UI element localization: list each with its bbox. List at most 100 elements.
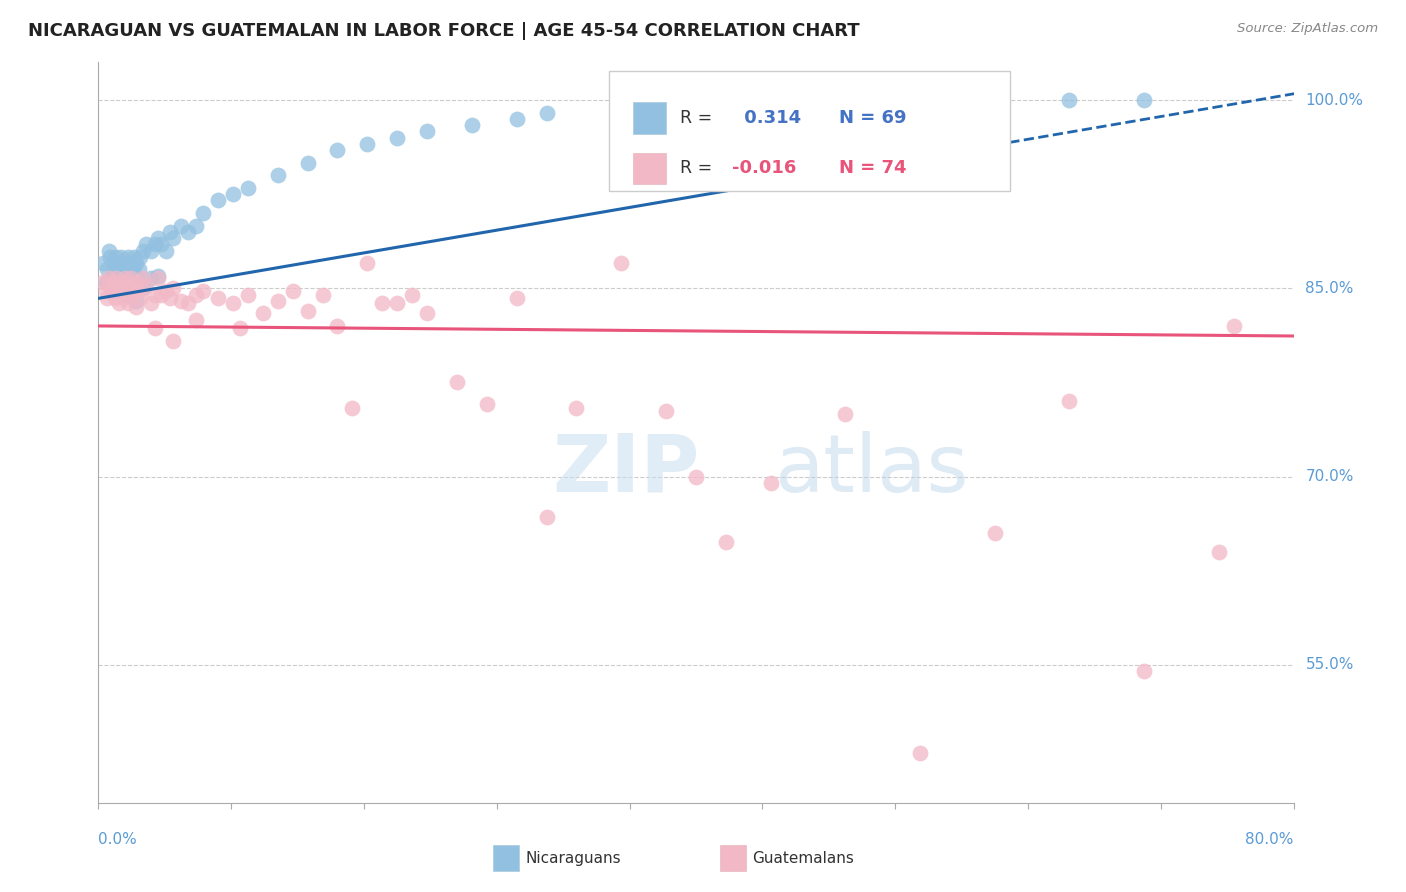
Text: Guatemalans: Guatemalans [752,851,853,866]
Point [97,244,120,258]
Point [311,287,333,301]
Point [143,287,166,301]
Point [117,268,139,283]
Point [104,262,127,277]
Text: 80.0%: 80.0% [1246,832,1294,847]
Point [108,275,131,289]
Point [267,293,290,308]
Point [135,278,157,293]
Point [191,284,214,298]
Point [1059,394,1081,409]
Point [120,275,142,289]
Text: 55.0%: 55.0% [1306,657,1354,673]
Point [121,262,143,277]
Point [125,300,148,314]
Point [114,271,136,285]
Point [125,268,148,283]
Point [222,187,245,202]
Point [124,284,146,298]
Point [101,284,124,298]
Point [115,278,138,293]
Point [110,262,132,277]
Point [139,296,162,310]
Point [150,287,173,301]
Point [236,181,259,195]
Point [610,256,633,270]
Point [222,296,245,310]
Point [94,275,117,289]
Point [107,256,129,270]
Bar [720,846,747,871]
Point [128,284,150,298]
Point [297,304,319,318]
Point [236,287,259,301]
Bar [633,103,666,134]
Point [416,124,439,138]
Point [177,296,200,310]
Point [401,287,423,301]
Text: 0.314: 0.314 [738,109,801,127]
Point [129,291,152,305]
Point [1223,318,1246,333]
Point [169,293,191,308]
Text: N = 74: N = 74 [839,160,907,178]
Text: R =: R = [681,160,718,178]
Point [103,275,125,289]
Text: 100.0%: 100.0% [1306,93,1364,108]
Point [105,271,128,285]
Point [108,296,131,310]
Point [506,291,529,305]
Point [565,401,588,415]
Point [385,296,409,310]
Point [129,250,152,264]
Point [184,219,207,233]
Point [1208,545,1230,559]
Text: R =: R = [681,109,718,127]
Point [127,275,149,289]
Point [112,256,135,270]
Point [103,275,125,289]
Point [191,206,214,220]
Bar [633,153,666,184]
Point [128,262,150,277]
Point [461,118,484,132]
Point [371,296,394,310]
Text: N = 69: N = 69 [839,109,907,127]
Point [714,534,737,549]
Point [162,231,184,245]
Point [506,112,529,126]
Point [356,256,378,270]
Point [124,250,146,264]
Point [207,194,229,208]
Point [118,287,141,301]
Text: Nicaraguans: Nicaraguans [524,851,620,866]
Point [107,278,129,293]
Text: atlas: atlas [773,431,967,508]
Point [148,231,170,245]
Text: Source: ZipAtlas.com: Source: ZipAtlas.com [1237,22,1378,36]
Point [91,256,114,270]
Point [127,275,149,289]
Point [184,287,207,301]
Point [143,237,166,252]
Point [139,244,162,258]
Point [326,143,349,157]
Point [132,244,155,258]
Point [148,268,170,283]
Text: 70.0%: 70.0% [1306,469,1354,484]
Point [97,271,120,285]
Text: -0.016: -0.016 [733,160,796,178]
Point [1133,664,1156,678]
Point [169,219,191,233]
Point [139,271,162,285]
Point [446,376,468,390]
Point [416,306,439,320]
Point [834,407,856,421]
Point [117,296,139,310]
Text: ZIP: ZIP [553,431,700,508]
Point [118,256,141,270]
Point [117,287,139,301]
Point [110,275,132,289]
Point [132,271,155,285]
Point [98,250,122,264]
